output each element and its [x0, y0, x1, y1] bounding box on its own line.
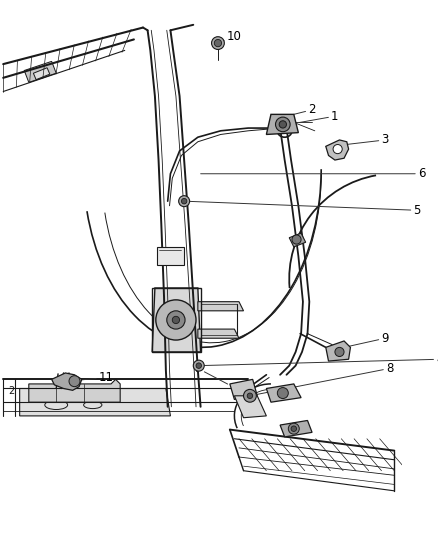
- Circle shape: [288, 423, 299, 434]
- Polygon shape: [152, 288, 201, 352]
- Polygon shape: [52, 373, 82, 390]
- Polygon shape: [198, 329, 239, 338]
- Polygon shape: [234, 396, 266, 418]
- Polygon shape: [198, 302, 244, 311]
- Circle shape: [172, 316, 180, 324]
- Circle shape: [156, 300, 196, 340]
- Circle shape: [276, 117, 290, 132]
- Polygon shape: [33, 68, 50, 79]
- Text: 3: 3: [336, 133, 389, 147]
- Circle shape: [247, 393, 253, 399]
- Polygon shape: [326, 341, 350, 361]
- Polygon shape: [280, 421, 312, 437]
- Polygon shape: [29, 379, 120, 402]
- Polygon shape: [230, 379, 257, 399]
- Circle shape: [181, 198, 187, 204]
- Circle shape: [333, 144, 342, 154]
- Text: 2: 2: [288, 103, 316, 116]
- Text: 5: 5: [190, 201, 421, 217]
- Bar: [157, 247, 184, 265]
- Text: 4: 4: [204, 353, 438, 366]
- Polygon shape: [326, 140, 349, 160]
- Text: 8: 8: [255, 362, 393, 395]
- Circle shape: [277, 387, 288, 399]
- Circle shape: [279, 121, 286, 128]
- Circle shape: [193, 360, 204, 371]
- Text: 11: 11: [73, 371, 114, 384]
- Circle shape: [214, 39, 222, 47]
- Circle shape: [179, 196, 190, 207]
- Text: 2: 2: [9, 386, 15, 396]
- Text: 6: 6: [201, 167, 425, 180]
- Circle shape: [196, 363, 201, 368]
- Polygon shape: [266, 384, 301, 402]
- Polygon shape: [20, 389, 170, 416]
- Circle shape: [212, 37, 224, 50]
- Polygon shape: [289, 233, 306, 247]
- Polygon shape: [266, 115, 298, 134]
- Circle shape: [292, 235, 301, 244]
- Text: 10: 10: [223, 30, 242, 43]
- Circle shape: [335, 348, 344, 357]
- Circle shape: [167, 311, 185, 329]
- Text: 9: 9: [350, 332, 389, 346]
- Circle shape: [69, 376, 80, 386]
- Circle shape: [291, 426, 297, 431]
- Text: 1: 1: [299, 110, 339, 123]
- Polygon shape: [24, 61, 56, 83]
- Text: 7: 7: [194, 362, 228, 384]
- Bar: [152, 288, 201, 352]
- Circle shape: [244, 390, 256, 402]
